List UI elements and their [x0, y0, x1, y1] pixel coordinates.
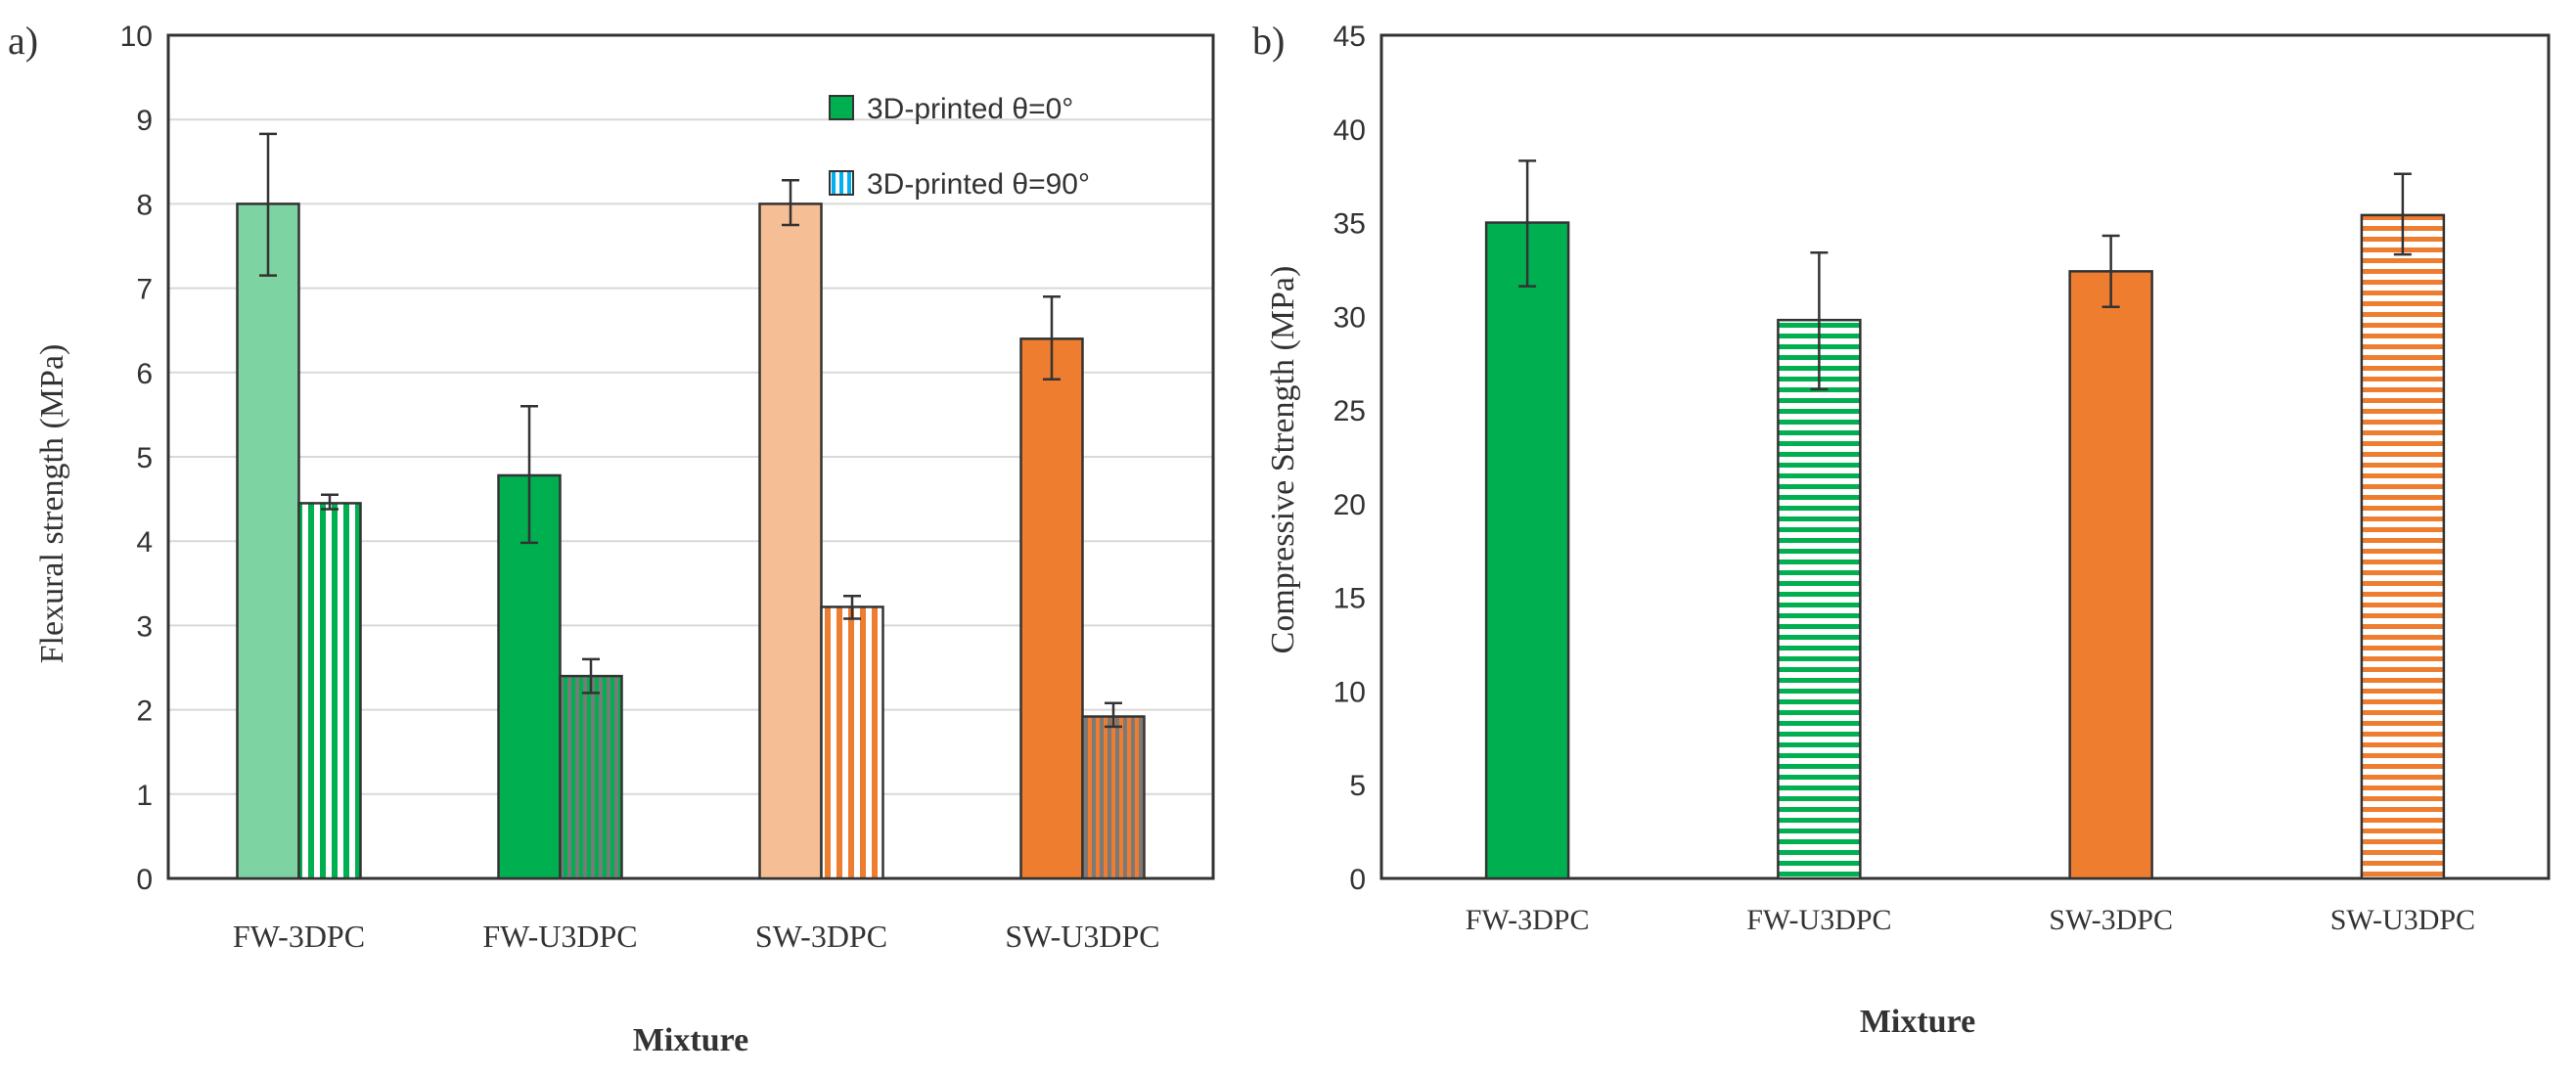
x-tick-label: FW-3DPC	[1466, 904, 1590, 936]
legend-label-theta-90: 3D-printed θ=90°	[867, 168, 1090, 201]
panel-b-x-axis-label: Mixture	[1860, 1004, 1975, 1040]
panel-a-y-tick-labels: 0 1 2 3 4 5 6 7 8 9 10	[120, 21, 153, 896]
bar	[758, 202, 823, 880]
panel-a-error-bars	[259, 132, 1122, 729]
y-tick-label: 8	[136, 189, 153, 221]
bar	[1484, 221, 1570, 880]
panel-b-error-bars	[1518, 159, 2412, 391]
legend-label-theta-0: 3D-printed θ=0°	[867, 93, 1073, 125]
panel-a-legend: 3D-printed θ=0° 3D-printed θ=90°	[829, 93, 1090, 201]
x-tick-label: SW-3DPC	[2049, 904, 2173, 936]
panel-a-x-tick-labels: FW-3DPC FW-U3DPC SW-3DPC SW-U3DPC	[233, 919, 1160, 954]
y-tick-label: 25	[1333, 395, 1366, 427]
y-tick-label: 15	[1333, 583, 1366, 615]
bar	[236, 202, 300, 880]
bar	[1019, 337, 1084, 880]
y-tick-label: 0	[1349, 864, 1366, 896]
y-tick-label: 45	[1333, 21, 1366, 53]
panel-b-y-axis-label: Compressive Strength (MPa)	[1265, 266, 1301, 654]
y-tick-label: 9	[136, 105, 153, 137]
y-tick-label: 4	[136, 526, 153, 559]
y-tick-label: 3	[136, 610, 153, 643]
bar	[1081, 715, 1146, 880]
y-tick-label: 40	[1333, 114, 1366, 147]
y-tick-label: 0	[136, 864, 153, 896]
x-tick-label: FW-U3DPC	[482, 919, 637, 954]
bar	[820, 606, 884, 880]
y-tick-label: 2	[136, 696, 153, 728]
legend-swatch-theta-90	[829, 170, 854, 196]
panel-b-label: b)	[1252, 19, 1285, 63]
x-tick-label: FW-3DPC	[233, 919, 365, 954]
x-tick-label: SW-3DPC	[755, 919, 887, 954]
bar	[1777, 318, 1862, 880]
bar	[297, 502, 362, 880]
y-tick-label: 5	[1349, 770, 1366, 802]
bar	[2068, 270, 2153, 880]
panel-a-flexural-chart: a) 0 1 2 3 4 5 6 7 8 9 10 FW-3DPC FW-U3DPC SW-3DPC SW…	[8, 19, 1215, 1058]
y-tick-label: 7	[136, 274, 153, 306]
bar	[559, 674, 623, 880]
y-tick-label: 10	[120, 21, 153, 53]
y-tick-label: 10	[1333, 676, 1366, 708]
bar	[2360, 213, 2446, 880]
legend-swatch-theta-0	[829, 95, 854, 120]
panel-b-compressive-chart: b) 0 5 10 15 20 25 30 35 40 45 FW-3DPC FW-U3DPC SW-…	[1252, 19, 2551, 1040]
y-tick-label: 20	[1333, 489, 1366, 521]
x-tick-label: SW-U3DPC	[2330, 904, 2475, 936]
y-tick-label: 5	[136, 442, 153, 474]
panel-a-y-axis-label: Flexural strength (MPa)	[34, 344, 70, 664]
panel-b-bars	[1484, 213, 2446, 880]
x-tick-label: SW-U3DPC	[1005, 919, 1159, 954]
y-tick-label: 6	[136, 358, 153, 390]
panel-b-y-tick-labels: 0 5 10 15 20 25 30 35 40 45	[1333, 21, 1366, 896]
panel-b-x-tick-labels: FW-3DPC FW-U3DPC SW-3DPC SW-U3DPC	[1466, 904, 2475, 936]
panel-b-plot-frame	[1379, 33, 2551, 880]
panel-a-plot-frame	[166, 33, 1215, 880]
panel-a-label: a)	[8, 19, 38, 63]
y-tick-label: 35	[1333, 208, 1366, 241]
y-tick-label: 1	[136, 780, 153, 812]
y-tick-label: 30	[1333, 301, 1366, 334]
x-tick-label: FW-U3DPC	[1746, 904, 1891, 936]
panel-a-x-axis-label: Mixture	[633, 1022, 748, 1058]
